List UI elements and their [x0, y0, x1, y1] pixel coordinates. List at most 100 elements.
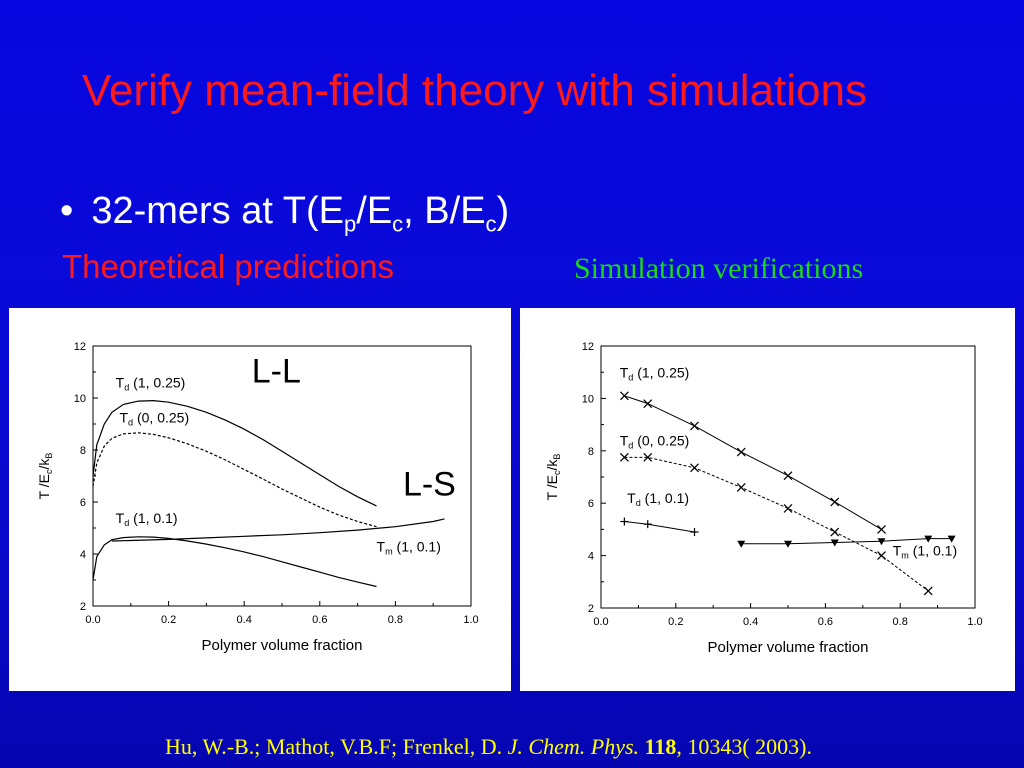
sim-marker-stroke — [783, 471, 793, 481]
sim-plot-frame — [600, 345, 976, 609]
region-label-ll: L-L — [252, 352, 301, 390]
sim-point-x-marker — [877, 551, 886, 561]
sim-x-tick-label: 0.0 — [593, 616, 608, 628]
sim-series-label-1: Td (1, 0.25) — [620, 364, 690, 382]
sim-point-triangle-marker — [784, 540, 792, 548]
theory-series-line-3 — [92, 536, 377, 588]
bullet-sub-2: c — [392, 211, 404, 237]
sim-point-x-marker — [643, 399, 653, 409]
theory-x-tick-label: 0.6 — [312, 614, 327, 626]
sim-point-x-marker — [877, 524, 886, 534]
theory-series-label-4: Tm (1, 0.1) — [377, 538, 441, 556]
sim-point-x-marker — [690, 463, 699, 473]
sim-marker-stroke — [877, 524, 886, 534]
sim-point-triangle-marker — [924, 535, 933, 543]
sim-point-plus-marker — [620, 517, 629, 526]
citation-authors: Hu, W.-B.; Mathot, V.B.F; Frenkel, D. — [165, 734, 503, 759]
sim-y-axis-label: T /Ec/kB — [544, 454, 562, 501]
sim-point-x-marker — [643, 452, 653, 462]
theory-x-tick-label: 0.4 — [237, 614, 252, 626]
bullet-dot: • — [60, 190, 74, 232]
sim-marker-stroke — [830, 527, 840, 537]
sim-marker-stroke — [643, 399, 653, 409]
sim-y-tick-label: 12 — [582, 341, 594, 353]
theory-chart-panel: 0.0 0.2 0.4 0.6 0.8 1.0 2 4 6 8 10 12 Polymer volume… — [9, 308, 511, 691]
sim-marker-stroke — [690, 421, 699, 431]
theory-chart: 0.0 0.2 0.4 0.6 0.8 1.0 2 4 6 8 10 12 Polymer volume… — [36, 341, 479, 654]
theory-x-axis-label: Polymer volume fraction — [202, 637, 363, 654]
sim-point-x-marker — [736, 447, 746, 457]
theory-x-tick-label: 0.0 — [85, 614, 100, 626]
sim-point-plus-marker — [690, 528, 699, 537]
theory-x-tick-label: 0.2 — [161, 614, 176, 626]
theory-y-tick-label: 6 — [80, 497, 86, 509]
theory-series-line-1 — [92, 399, 377, 507]
theory-series-label-1: Td (1, 0.25) — [116, 375, 186, 393]
sim-point-x-marker — [736, 483, 746, 492]
sim-series-label-3: Td (1, 0.1) — [627, 490, 689, 508]
sim-series-line-2 — [624, 456, 929, 592]
sim-x-tick-label: 0.4 — [743, 616, 758, 628]
sim-y-tick-label: 6 — [588, 498, 594, 510]
sim-point-x-marker — [619, 391, 629, 401]
sim-point-triangle-marker — [877, 538, 886, 546]
citation-journal: J. Chem. Phys. — [507, 734, 640, 759]
sim-marker-stroke — [736, 447, 746, 457]
sim-marker-stroke — [619, 391, 629, 401]
sim-x-tick-label: 1.0 — [967, 616, 982, 628]
sim-point-x-marker — [783, 471, 793, 481]
sim-x-axis-label: Polymer volume fraction — [708, 639, 869, 656]
sim-marker-stroke — [690, 463, 699, 473]
theory-y-tick-label: 4 — [80, 549, 86, 561]
theory-series-line-4 — [111, 518, 445, 542]
bullet-text-1: 32-mers at T(E — [91, 190, 345, 232]
sim-point-x-marker — [830, 497, 840, 507]
sim-point-plus-marker — [643, 520, 652, 529]
sim-series-line-1 — [624, 395, 882, 530]
citation-volume: 118 — [644, 734, 677, 759]
theory-x-tick-label: 0.8 — [388, 614, 403, 626]
sim-series-label-2: Td (0, 0.25) — [620, 433, 690, 451]
theory-x-tick-label: 1.0 — [463, 614, 478, 626]
sim-point-x-marker — [923, 586, 933, 596]
sim-series-label-4: Tm (1, 0.1) — [893, 543, 957, 561]
theory-y-axis-label: T /Ec/kB — [36, 453, 54, 500]
sim-point-x-marker — [783, 504, 793, 513]
theory-y-tick-label: 2 — [80, 601, 86, 613]
theory-y-tick-label: 8 — [80, 445, 86, 457]
sim-marker-stroke — [830, 497, 840, 507]
sim-point-triangle-marker — [947, 535, 956, 543]
sim-point-x-marker — [619, 452, 629, 462]
region-label-ls: L-S — [403, 466, 456, 504]
citation: Hu, W.-B.; Mathot, V.B.F; Frenkel, D. J.… — [165, 734, 812, 760]
bullet-sub-3: c — [485, 211, 497, 237]
sim-x-tick-label: 0.6 — [818, 616, 833, 628]
sim-point-triangle-marker — [830, 539, 839, 547]
slide-title: Verify mean-field theory with simulation… — [82, 66, 867, 115]
bullet-point: • 32-mers at T(Ep/Ec, B/Ec) — [60, 190, 509, 238]
theory-series-label-2: Td (0, 0.25) — [119, 410, 189, 428]
sim-series-line-4 — [741, 538, 952, 545]
bullet-text-4: ) — [496, 190, 510, 232]
sim-point-x-marker — [690, 421, 699, 431]
right-caption: Simulation verifications — [574, 252, 864, 285]
bullet-text-3: , B/E — [403, 190, 486, 232]
sim-marker-stroke — [643, 452, 653, 462]
sim-marker-stroke — [923, 586, 933, 596]
sim-marker-stroke — [877, 551, 886, 561]
simulation-chart: 0.0 0.2 0.4 0.6 0.8 1.0 2 4 6 8 10 12 Polymer volume… — [544, 341, 983, 656]
sim-x-tick-label: 0.8 — [893, 616, 908, 628]
left-caption: Theoretical predictions — [62, 248, 394, 285]
theory-series-label-3: Td (1, 0.1) — [116, 510, 178, 528]
bullet-sub-1: p — [344, 211, 357, 237]
sim-y-tick-label: 8 — [588, 446, 594, 458]
sim-marker-stroke — [783, 504, 793, 513]
sim-x-tick-label: 0.2 — [668, 616, 683, 628]
sim-y-tick-label: 10 — [582, 393, 594, 405]
sim-y-tick-label: 4 — [588, 551, 594, 563]
simulation-chart-panel: 0.0 0.2 0.4 0.6 0.8 1.0 2 4 6 8 10 12 Polymer volume… — [520, 308, 1015, 691]
theory-series-line-2 — [92, 432, 377, 528]
sim-marker-stroke — [736, 483, 746, 492]
theory-y-tick-label: 10 — [74, 393, 86, 405]
sim-series-line-3 — [624, 521, 695, 533]
